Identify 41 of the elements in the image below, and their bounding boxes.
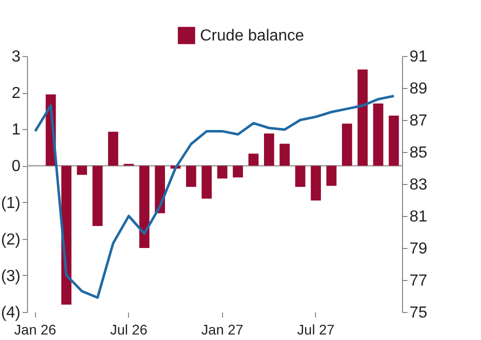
bar [342, 124, 352, 166]
y2-tick-label: 79 [410, 240, 428, 258]
bar [76, 166, 88, 175]
y2-tick-label: 87 [410, 112, 428, 130]
bar [108, 132, 118, 166]
y2-tick-label: 83 [410, 176, 428, 194]
y-tick-label: 2 [12, 85, 21, 102]
y2-tick-label: 77 [410, 272, 428, 290]
y2-tick-label: 81 [410, 208, 428, 226]
bar [326, 166, 337, 186]
y2-tick-label: 85 [410, 144, 428, 162]
bar [264, 134, 274, 166]
bar [358, 70, 368, 166]
bar [388, 116, 399, 166]
y-tick-label: (1) [0, 194, 20, 212]
y-tick-label: 0 [12, 158, 21, 176]
x-tick-label: Jan 27 [201, 322, 244, 338]
bar [248, 154, 259, 166]
bar [202, 166, 212, 199]
x-tick-label: Jan 26 [14, 322, 56, 338]
x-tick-label: Jul 27 [297, 322, 335, 338]
y2-tick-label: 89 [410, 80, 428, 98]
line-series [34, 94, 396, 299]
bar [310, 166, 321, 200]
bar [139, 166, 150, 248]
y2-tick-label: 91 [410, 48, 428, 66]
y-tick-label: 1 [12, 122, 21, 139]
bar [217, 166, 228, 179]
bar [186, 166, 196, 187]
bar [373, 104, 384, 166]
bar [280, 144, 290, 166]
x-tick-label: Jul 26 [110, 322, 148, 338]
bar [232, 166, 243, 178]
legend-label: Crude balance [200, 28, 304, 44]
y-tick-label: (3) [0, 268, 20, 285]
y-tick-label: (2) [0, 231, 20, 248]
bar [295, 166, 306, 187]
y2-tick-label: 75 [410, 304, 428, 322]
y-tick-label: (4) [0, 304, 20, 322]
y-tick-label: 3 [12, 48, 21, 66]
bar [92, 166, 103, 226]
